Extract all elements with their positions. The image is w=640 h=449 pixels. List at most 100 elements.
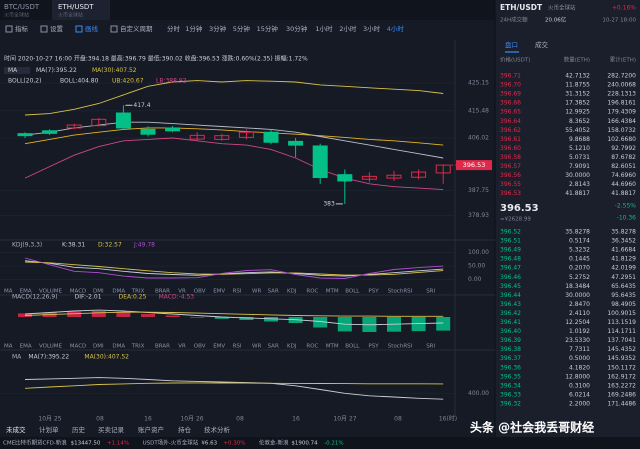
ticker-change: +1.14% xyxy=(107,441,129,447)
indicator-tab[interactable]: WR xyxy=(252,289,261,295)
indicator-tab[interactable]: OBV xyxy=(194,289,206,295)
y-tick-label: 406.02 xyxy=(468,134,489,141)
indicator-tab[interactable]: VOLUME xyxy=(39,344,63,350)
indicator-tab[interactable]: DMA xyxy=(112,344,125,350)
toolbar-item[interactable]: 自定义周期 xyxy=(120,24,153,33)
indicator-tab[interactable]: EMV xyxy=(213,289,225,295)
book-cell: 150.1172 xyxy=(607,364,636,371)
ma-title: MA xyxy=(8,67,18,74)
book-tab[interactable]: 盘口 xyxy=(505,40,518,49)
period-option[interactable]: 4小时 xyxy=(387,24,405,33)
period-option[interactable]: 分时 xyxy=(167,24,181,33)
indicator-tab[interactable]: EMA xyxy=(20,289,32,295)
book-cell: 9.8688 xyxy=(569,136,590,143)
indicator-tab[interactable]: VR xyxy=(178,289,186,295)
indicator-tab[interactable]: MTM xyxy=(326,344,339,350)
macd-bar xyxy=(116,312,131,317)
y-tick-label: 100.00 xyxy=(468,249,489,256)
indicator-tab[interactable]: ROC xyxy=(306,289,318,295)
indicator-tab[interactable]: RSI xyxy=(233,289,242,295)
indicator-tab[interactable]: RSI xyxy=(233,344,242,350)
book-cell: 12.2504 xyxy=(565,319,590,326)
indicator-tab[interactable]: StochRSI xyxy=(388,289,413,295)
indicator-tab[interactable]: KDJ xyxy=(287,344,297,350)
indicator-tab[interactable]: TRIX xyxy=(131,289,145,295)
y-tick-label: 415.48 xyxy=(468,107,489,114)
indicator-tab[interactable]: StochRSI xyxy=(388,344,413,350)
period-option[interactable]: 30分钟 xyxy=(286,24,308,33)
indicator-tab[interactable]: MTM xyxy=(326,289,339,295)
indicator-tab[interactable]: EMA xyxy=(20,344,32,350)
candle-body xyxy=(140,128,156,135)
period-option[interactable]: 3小时 xyxy=(363,24,381,33)
high-annotation: 417.4 xyxy=(133,102,150,109)
nav-tab[interactable]: 技术分析 xyxy=(204,425,231,434)
book-tab[interactable]: 成交 xyxy=(535,40,549,49)
nav-tab[interactable]: 持仓 xyxy=(178,425,192,434)
book-cell: 396.53 xyxy=(500,190,521,197)
indicator-tab[interactable]: SAR xyxy=(268,344,279,350)
indicator-tab[interactable]: VR xyxy=(178,344,186,350)
toolbar-item[interactable]: 画线 xyxy=(85,24,99,33)
indicator-tab[interactable]: BOLL xyxy=(345,289,360,295)
indicator-tab[interactable]: ROC xyxy=(306,344,318,350)
indicator-tab[interactable]: DMI xyxy=(93,344,104,350)
indicator-tab[interactable]: EMV xyxy=(213,344,225,350)
indicator-tab[interactable]: VOLUME xyxy=(39,289,63,295)
book-cell: 35.8278 xyxy=(565,229,590,236)
nav-tab[interactable]: 历史 xyxy=(72,425,86,434)
tab-title[interactable]: ETH/USDT xyxy=(58,3,94,11)
indicator-tab[interactable]: SAR xyxy=(268,289,279,295)
indicator-tab[interactable]: TRIX xyxy=(131,344,145,350)
pair: ETH/USDT xyxy=(500,3,543,12)
indicator-tab[interactable]: MACD xyxy=(70,289,87,295)
nav-tab[interactable]: 买卖记录 xyxy=(98,426,125,434)
indicator-tab[interactable]: BOLL xyxy=(345,344,360,350)
indicator-tab[interactable]: WR xyxy=(252,344,261,350)
book-cell: 166.4384 xyxy=(607,118,636,125)
toolbar-item[interactable]: 设置 xyxy=(50,24,64,33)
tab-title[interactable]: BTC/USDT xyxy=(4,3,40,11)
indicator-tab[interactable]: BRAR xyxy=(155,344,170,350)
period-option[interactable]: 3分钟 xyxy=(209,24,227,33)
indicator-tab[interactable]: SRI xyxy=(426,289,435,295)
indicator-line xyxy=(24,311,444,317)
indicator-tab[interactable]: MA xyxy=(4,344,13,350)
y-tick-label: 400.00 xyxy=(468,390,489,397)
ma-value: MA(7):395.22 xyxy=(36,67,77,74)
candle-body xyxy=(386,174,402,179)
book-cell: 2.8143 xyxy=(569,181,590,188)
nav-tab[interactable]: 账户资产 xyxy=(138,425,165,434)
book-cell: 162.9172 xyxy=(607,373,636,380)
period-option[interactable]: 2小时 xyxy=(339,24,357,33)
book-cell: 396.35 xyxy=(500,373,521,380)
book-cell: 228.1313 xyxy=(607,91,636,98)
indicator-tab[interactable]: KDJ xyxy=(287,289,297,295)
x-tick-label: 16 xyxy=(292,416,300,423)
candle-body xyxy=(66,124,82,129)
exchange: 火币全球站 xyxy=(548,4,576,12)
book-cell: 396.57 xyxy=(500,163,521,170)
toolbar-item[interactable]: 指标 xyxy=(15,24,29,33)
indicator-tab[interactable]: MACD xyxy=(70,344,87,350)
period-option[interactable]: 15分钟 xyxy=(257,24,279,33)
period-option[interactable]: 1分钟 xyxy=(185,24,203,33)
indicator-tab[interactable]: DMI xyxy=(93,289,104,295)
indicator-tab[interactable]: SRI xyxy=(426,344,435,350)
indicator-tab[interactable]: PSY xyxy=(368,289,379,295)
book-header: 数量(ETH) xyxy=(564,56,590,64)
book-cell: 396.64 xyxy=(500,118,521,125)
book-cell: 396.69 xyxy=(500,91,521,98)
indicator-tab[interactable]: PSY xyxy=(368,344,379,350)
nav-tab[interactable]: 未成交 xyxy=(6,425,26,434)
period-option[interactable]: 1小时 xyxy=(315,24,333,33)
last-price: 396.53 xyxy=(500,203,539,214)
nav-tab[interactable]: 计划单 xyxy=(39,425,59,434)
indicator-tab[interactable]: OBV xyxy=(194,344,206,350)
indicator-tab[interactable]: DMA xyxy=(112,289,125,295)
indicator-tab[interactable]: BRAR xyxy=(155,289,170,295)
indicator-tab[interactable]: MA xyxy=(4,289,13,295)
book-cell: 396.52 xyxy=(500,229,521,236)
indicator-line xyxy=(24,382,444,389)
period-option[interactable]: 5分钟 xyxy=(233,24,251,33)
